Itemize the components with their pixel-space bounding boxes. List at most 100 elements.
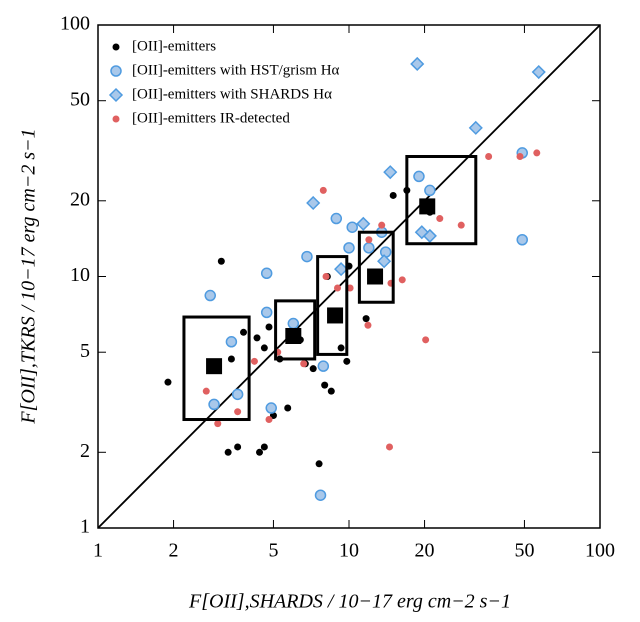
point xyxy=(389,191,397,199)
legend-label: [OII]-emitters with SHARDS Hα xyxy=(132,86,332,102)
point xyxy=(265,416,273,424)
point xyxy=(516,233,528,246)
y-axis-label: F[OII],TKRS / 10−17 erg cm−2 s−1 xyxy=(18,128,40,424)
legend-label: [OII]-emitters xyxy=(132,38,216,54)
point xyxy=(300,360,308,368)
point xyxy=(265,323,273,331)
y-tick-label: 10 xyxy=(70,264,90,286)
point xyxy=(208,398,220,411)
x-tick-label: 1 xyxy=(93,540,103,562)
legend: [OII]-emitters [OII]-emitters with HST/gr… xyxy=(108,38,340,126)
point xyxy=(516,153,524,161)
x-tick-label: 50 xyxy=(514,540,534,562)
bin-median xyxy=(367,268,384,285)
point xyxy=(309,365,317,373)
one-to-one-line xyxy=(97,24,601,529)
point xyxy=(343,242,355,254)
point xyxy=(346,221,358,233)
point xyxy=(260,306,273,319)
point xyxy=(253,334,261,342)
y-tick-label: 20 xyxy=(70,188,90,210)
point xyxy=(363,242,375,254)
bin-median xyxy=(285,327,302,344)
bin-box xyxy=(357,230,395,304)
point xyxy=(224,448,232,456)
point xyxy=(204,289,216,302)
point xyxy=(378,221,386,229)
y-tick-label: 1 xyxy=(80,516,90,538)
point xyxy=(214,420,222,428)
point xyxy=(457,221,465,229)
x-tick-label: 100 xyxy=(585,540,615,562)
x-tick-label: 5 xyxy=(268,540,278,562)
bin-median xyxy=(327,307,344,324)
point xyxy=(422,336,430,344)
point xyxy=(334,284,342,292)
point xyxy=(265,402,277,414)
point xyxy=(260,443,268,451)
point xyxy=(287,317,300,330)
point xyxy=(256,448,264,456)
point xyxy=(413,170,425,183)
point xyxy=(386,443,394,451)
y-tick-label: 50 xyxy=(70,88,90,110)
bin-box xyxy=(274,299,317,361)
legend-label: [OII]-emitters with HST/grism Hα xyxy=(132,62,340,78)
point xyxy=(365,236,373,244)
point xyxy=(337,344,345,352)
y-tick-label: 2 xyxy=(80,440,90,462)
point xyxy=(321,381,329,389)
point xyxy=(301,250,313,263)
point xyxy=(314,489,327,501)
point xyxy=(410,56,425,72)
bin-median xyxy=(206,358,223,375)
y-tick-label: 100 xyxy=(60,13,90,35)
point xyxy=(436,215,444,223)
x-tick-label: 10 xyxy=(339,540,359,562)
point xyxy=(234,408,242,416)
legend-label: [OII]-emitters IR-detected xyxy=(132,110,290,126)
point xyxy=(306,195,321,211)
point xyxy=(330,212,343,225)
point xyxy=(227,355,235,363)
point xyxy=(334,262,349,277)
point xyxy=(398,276,406,284)
point xyxy=(317,360,330,372)
point xyxy=(531,64,546,80)
point xyxy=(362,315,370,323)
point xyxy=(234,443,242,451)
y-tick-label: 5 xyxy=(80,340,90,362)
point xyxy=(414,225,429,240)
point xyxy=(485,153,493,161)
x-tick-label: 20 xyxy=(415,540,435,562)
x-tick-label: 2 xyxy=(169,540,179,562)
point xyxy=(231,388,244,401)
point xyxy=(343,357,351,365)
bin-box xyxy=(182,315,251,422)
point xyxy=(379,246,392,258)
point xyxy=(240,328,248,336)
point xyxy=(250,357,258,365)
bin-box xyxy=(405,155,478,246)
point xyxy=(319,186,327,194)
point xyxy=(112,43,120,51)
point xyxy=(322,273,330,280)
point xyxy=(364,321,372,329)
bin-box xyxy=(316,255,349,356)
point xyxy=(315,460,323,468)
x-axis-label: F[OII],SHARDS / 10−17 erg cm−2 s−1 xyxy=(188,591,511,613)
point xyxy=(260,344,268,352)
point xyxy=(468,120,483,135)
point xyxy=(112,115,120,123)
point xyxy=(110,65,122,77)
point xyxy=(284,404,292,412)
point xyxy=(225,336,238,348)
point xyxy=(202,387,210,395)
point xyxy=(260,267,273,280)
point xyxy=(164,378,172,386)
point xyxy=(356,216,371,231)
point xyxy=(533,149,541,157)
bin-median xyxy=(419,198,436,215)
point xyxy=(346,284,354,292)
